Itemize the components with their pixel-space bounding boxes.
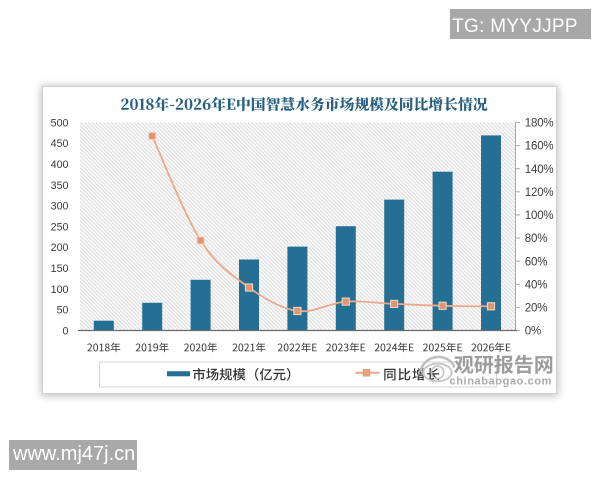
svg-text:100: 100 <box>51 284 69 296</box>
svg-text:500: 500 <box>51 117 69 129</box>
svg-text:400: 400 <box>51 159 69 171</box>
svg-text:0: 0 <box>63 325 69 337</box>
svg-text:80%: 80% <box>525 233 547 245</box>
svg-text:160%: 160% <box>525 141 554 153</box>
svg-text:chinabaogao.com: chinabaogao.com <box>450 376 553 388</box>
svg-text:0%: 0% <box>525 326 541 338</box>
svg-text:450: 450 <box>51 138 69 150</box>
svg-text:100%: 100% <box>525 210 554 222</box>
svg-text:40%: 40% <box>525 279 547 291</box>
svg-text:60%: 60% <box>525 256 547 268</box>
svg-text:20%: 20% <box>525 302 547 314</box>
svg-text:120%: 120% <box>525 187 554 199</box>
svg-text:200: 200 <box>51 242 69 254</box>
svg-text:50: 50 <box>57 305 69 317</box>
svg-text:300: 300 <box>51 201 69 213</box>
svg-text:140%: 140% <box>525 164 554 176</box>
svg-text:250: 250 <box>51 221 69 233</box>
svg-text:150: 150 <box>51 263 69 275</box>
svg-text:350: 350 <box>51 180 69 192</box>
svg-text:180%: 180% <box>525 118 554 130</box>
